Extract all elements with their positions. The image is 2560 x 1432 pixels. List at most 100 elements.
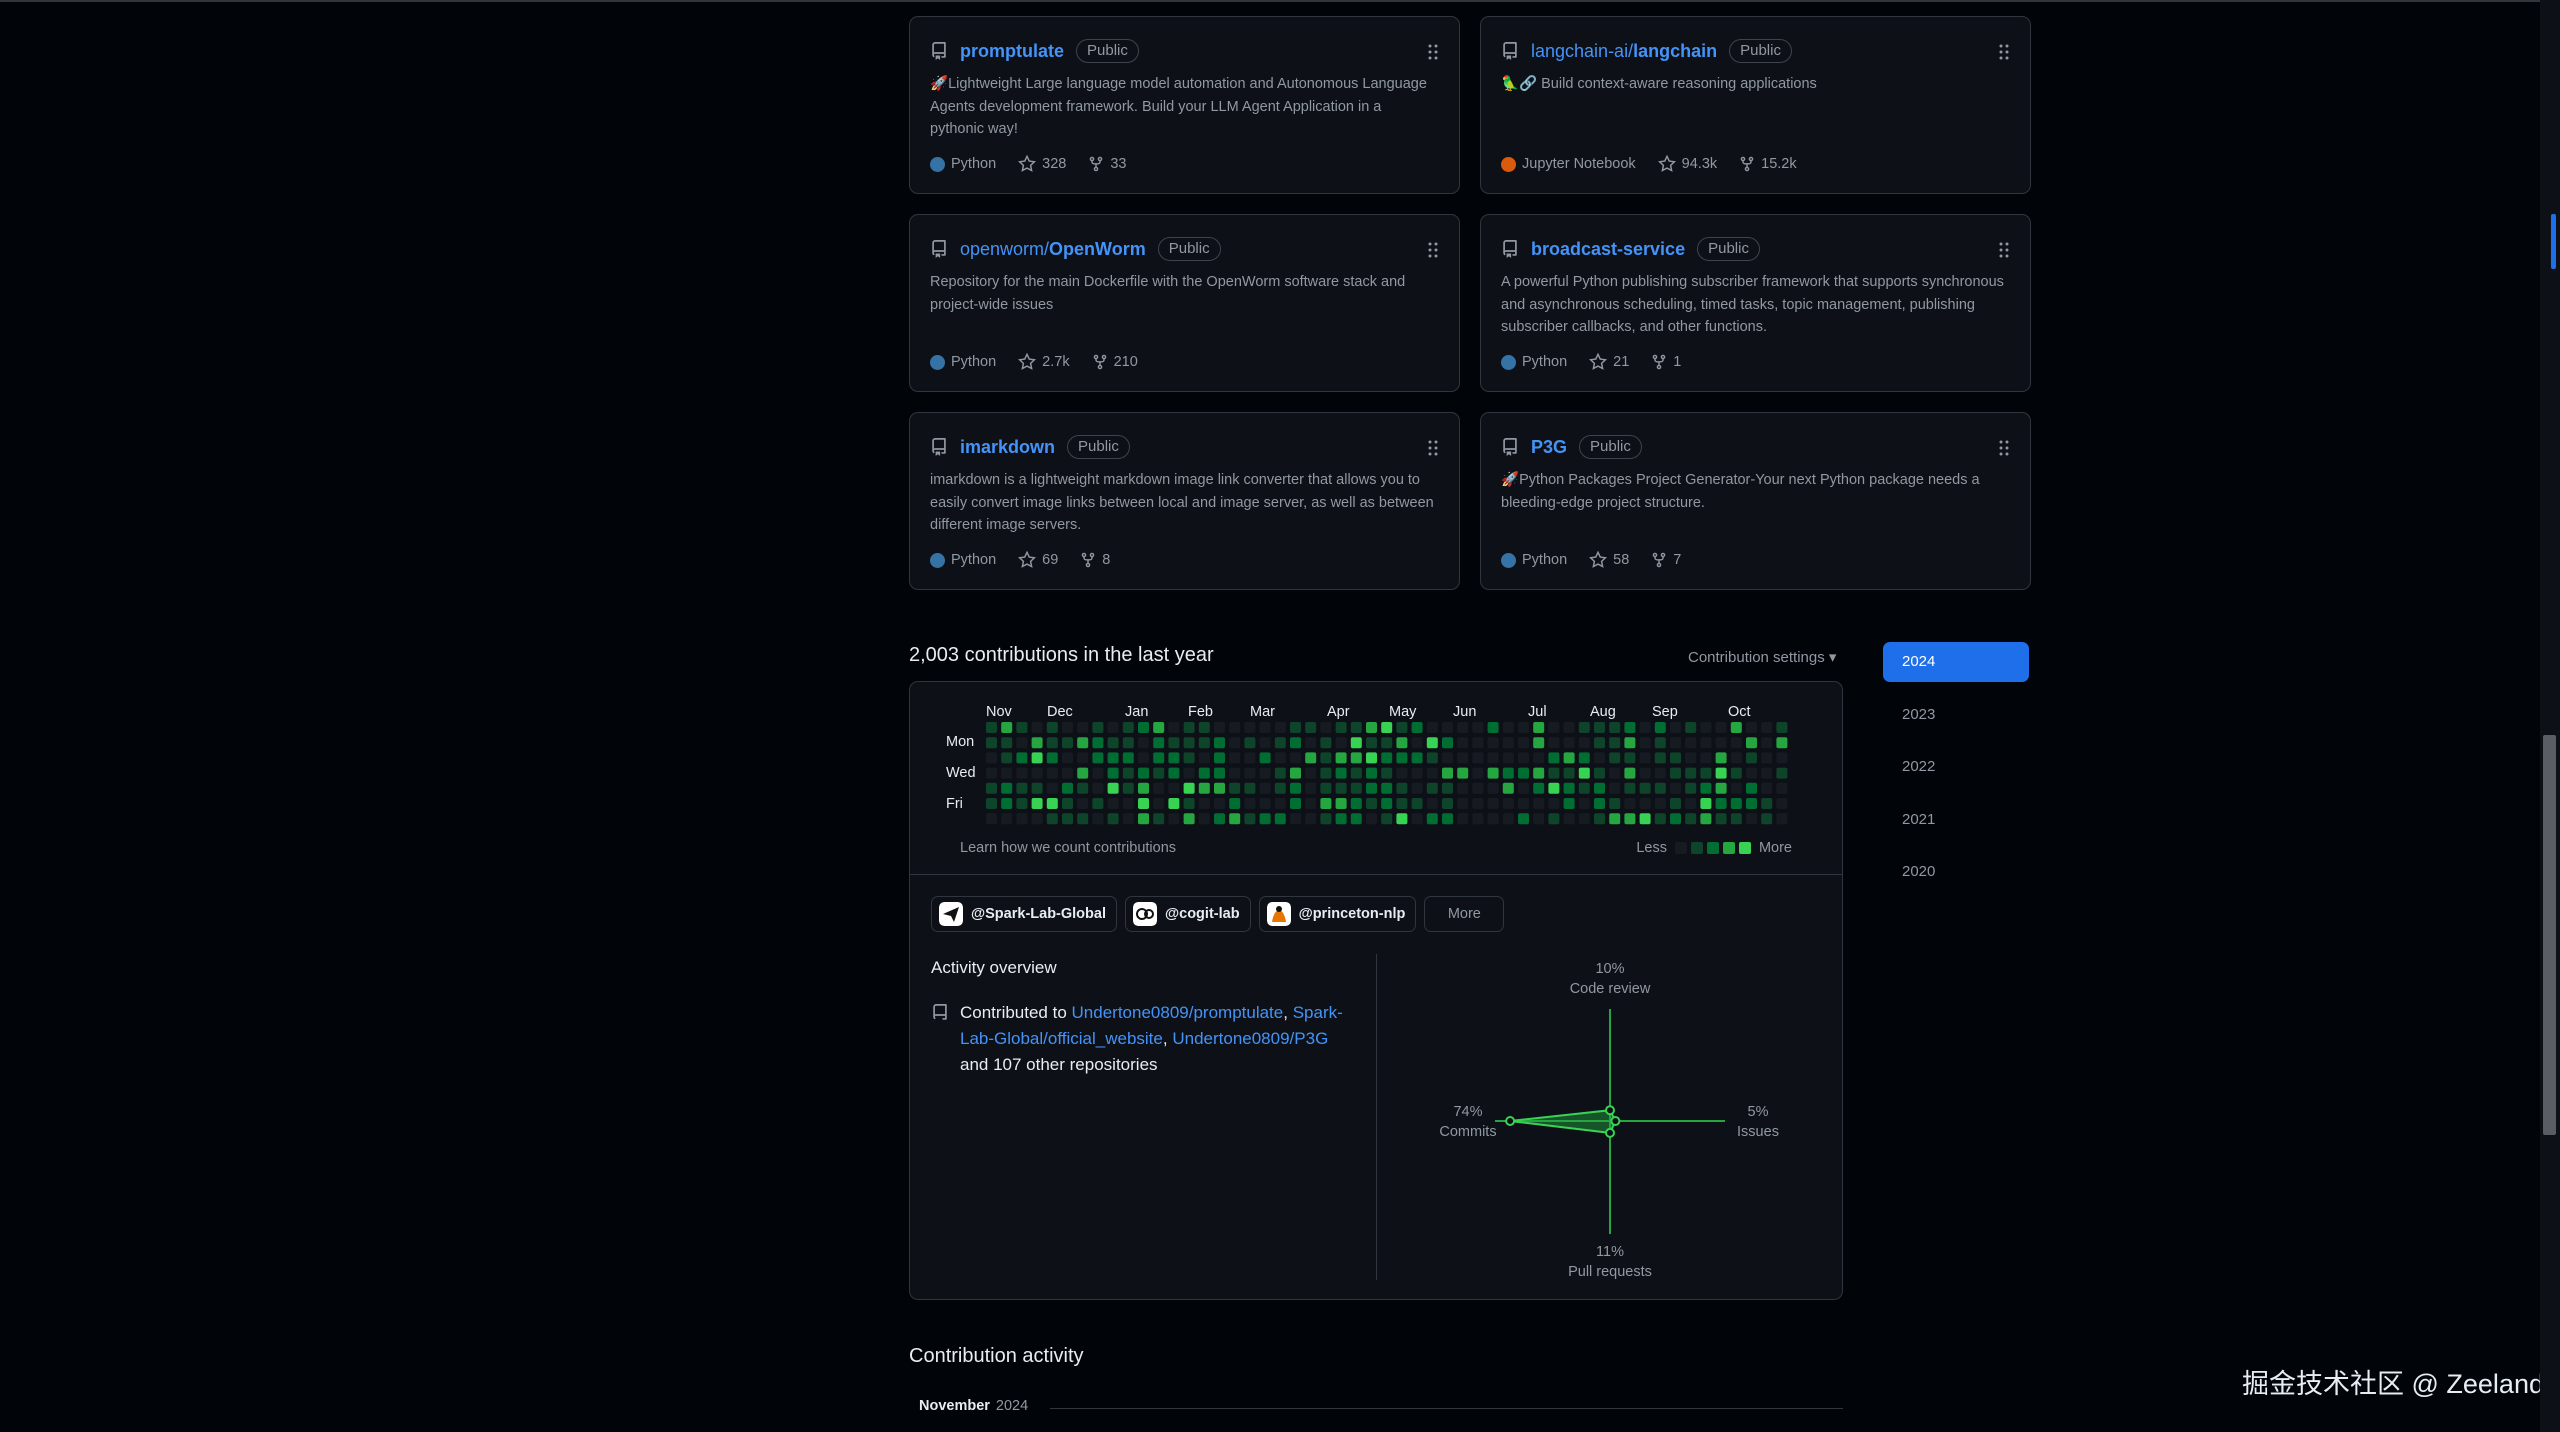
contribution-day[interactable]	[1274, 782, 1286, 794]
contribution-day[interactable]	[1335, 813, 1347, 825]
contribution-day[interactable]	[1046, 722, 1058, 733]
year-tab-2023[interactable]: 2023	[1902, 705, 1936, 723]
contribution-day[interactable]	[1214, 813, 1225, 825]
contribution-day[interactable]	[1700, 752, 1712, 764]
contribution-day[interactable]	[1487, 782, 1499, 794]
contribution-day[interactable]	[1046, 813, 1058, 825]
contribution-day[interactable]	[1776, 798, 1788, 809]
contribution-day[interactable]	[1578, 737, 1590, 749]
contribution-day[interactable]	[1046, 798, 1058, 809]
contribution-day[interactable]	[1107, 737, 1119, 749]
contribution-day[interactable]	[1274, 798, 1286, 809]
contribution-day[interactable]	[1198, 813, 1210, 825]
contribution-day[interactable]	[1533, 767, 1545, 779]
contribution-day[interactable]	[1654, 798, 1666, 809]
contribution-day[interactable]	[1001, 813, 1013, 825]
contribution-day[interactable]	[1183, 813, 1195, 825]
contribution-day[interactable]	[1092, 782, 1104, 794]
contribution-day[interactable]	[1107, 782, 1119, 794]
contribution-day[interactable]	[1001, 722, 1013, 733]
more-orgs-button[interactable]: More	[1424, 896, 1505, 932]
contribution-day[interactable]	[1426, 767, 1438, 779]
contribution-day[interactable]	[1654, 737, 1666, 749]
contribution-day[interactable]	[1442, 798, 1453, 809]
repo-link[interactable]: broadcast-service	[1531, 238, 1686, 259]
contribution-day[interactable]	[1274, 737, 1286, 749]
repo-stars[interactable]: 21	[1589, 353, 1629, 371]
repo-link[interactable]: promptulate	[960, 40, 1065, 61]
contribution-day[interactable]	[1062, 782, 1073, 794]
contribution-day[interactable]	[1563, 782, 1575, 794]
contribution-day[interactable]	[1639, 782, 1651, 794]
contribution-day[interactable]	[1761, 798, 1773, 809]
contribution-day[interactable]	[1609, 813, 1621, 825]
contribution-day[interactable]	[1259, 767, 1271, 779]
contribution-day[interactable]	[1654, 782, 1666, 794]
contribution-day[interactable]	[1350, 798, 1362, 809]
repo-link-promptulate[interactable]: Undertone0809/promptulate	[1071, 1003, 1284, 1022]
contribution-day[interactable]	[1518, 737, 1529, 749]
contribution-day[interactable]	[1138, 782, 1149, 794]
contribution-day[interactable]	[1639, 767, 1651, 779]
contribution-day[interactable]	[1518, 798, 1529, 809]
contribution-day[interactable]	[1062, 722, 1073, 733]
contribution-day[interactable]	[1274, 722, 1286, 733]
contribution-day[interactable]	[1366, 798, 1377, 809]
drag-handle-icon[interactable]	[1427, 43, 1439, 61]
contribution-day[interactable]	[1153, 813, 1165, 825]
contribution-day[interactable]	[1685, 782, 1697, 794]
contribution-day[interactable]	[1290, 782, 1301, 794]
contribution-day[interactable]	[986, 813, 997, 825]
contribution-day[interactable]	[1320, 722, 1332, 733]
contribution-day[interactable]	[1290, 722, 1301, 733]
contribution-day[interactable]	[1183, 737, 1195, 749]
contribution-day[interactable]	[1776, 752, 1788, 764]
contribution-day[interactable]	[1122, 767, 1134, 779]
contribution-day[interactable]	[1001, 737, 1013, 749]
contribution-day[interactable]	[1244, 752, 1256, 764]
contribution-day[interactable]	[1578, 798, 1590, 809]
contribution-day[interactable]	[1563, 722, 1575, 733]
contribution-day[interactable]	[1594, 752, 1605, 764]
contribution-day[interactable]	[1244, 782, 1256, 794]
drag-handle-icon[interactable]	[1998, 43, 2010, 61]
repo-stars[interactable]: 58	[1589, 551, 1629, 569]
contribution-day[interactable]	[1730, 782, 1742, 794]
contribution-day[interactable]	[1001, 752, 1013, 764]
contribution-day[interactable]	[1442, 782, 1453, 794]
contribution-day[interactable]	[1305, 798, 1317, 809]
contribution-day[interactable]	[1411, 752, 1423, 764]
contribution-day[interactable]	[1411, 782, 1423, 794]
repo-link[interactable]: imarkdown	[960, 436, 1056, 457]
contribution-day[interactable]	[1031, 767, 1043, 779]
contribution-day[interactable]	[986, 752, 997, 764]
contribution-day[interactable]	[986, 798, 997, 809]
contribution-day[interactable]	[1670, 813, 1681, 825]
contribution-day[interactable]	[1077, 767, 1089, 779]
contribution-day[interactable]	[1548, 752, 1560, 764]
contribution-day[interactable]	[1609, 737, 1621, 749]
contribution-day[interactable]	[1153, 767, 1165, 779]
contribution-day[interactable]	[1381, 737, 1393, 749]
contribution-day[interactable]	[1183, 752, 1195, 764]
contribution-day[interactable]	[1381, 813, 1393, 825]
contribution-day[interactable]	[1715, 722, 1727, 733]
contribution-day[interactable]	[1183, 722, 1195, 733]
contribution-day[interactable]	[1609, 722, 1621, 733]
contribution-day[interactable]	[1031, 782, 1043, 794]
contribution-day[interactable]	[986, 782, 997, 794]
contribution-day[interactable]	[1594, 782, 1605, 794]
contribution-day[interactable]	[1229, 752, 1241, 764]
contribution-day[interactable]	[1168, 737, 1180, 749]
contribution-day[interactable]	[1016, 782, 1028, 794]
contribution-day[interactable]	[1639, 737, 1651, 749]
contribution-day[interactable]	[1776, 722, 1788, 733]
contribution-day[interactable]	[1563, 813, 1575, 825]
contribution-day[interactable]	[1518, 767, 1529, 779]
contribution-day[interactable]	[1609, 752, 1621, 764]
contribution-day[interactable]	[1122, 722, 1134, 733]
contribution-day[interactable]	[1016, 798, 1028, 809]
contribution-day[interactable]	[1168, 767, 1180, 779]
contribution-day[interactable]	[1396, 767, 1408, 779]
contribution-day[interactable]	[1214, 737, 1225, 749]
